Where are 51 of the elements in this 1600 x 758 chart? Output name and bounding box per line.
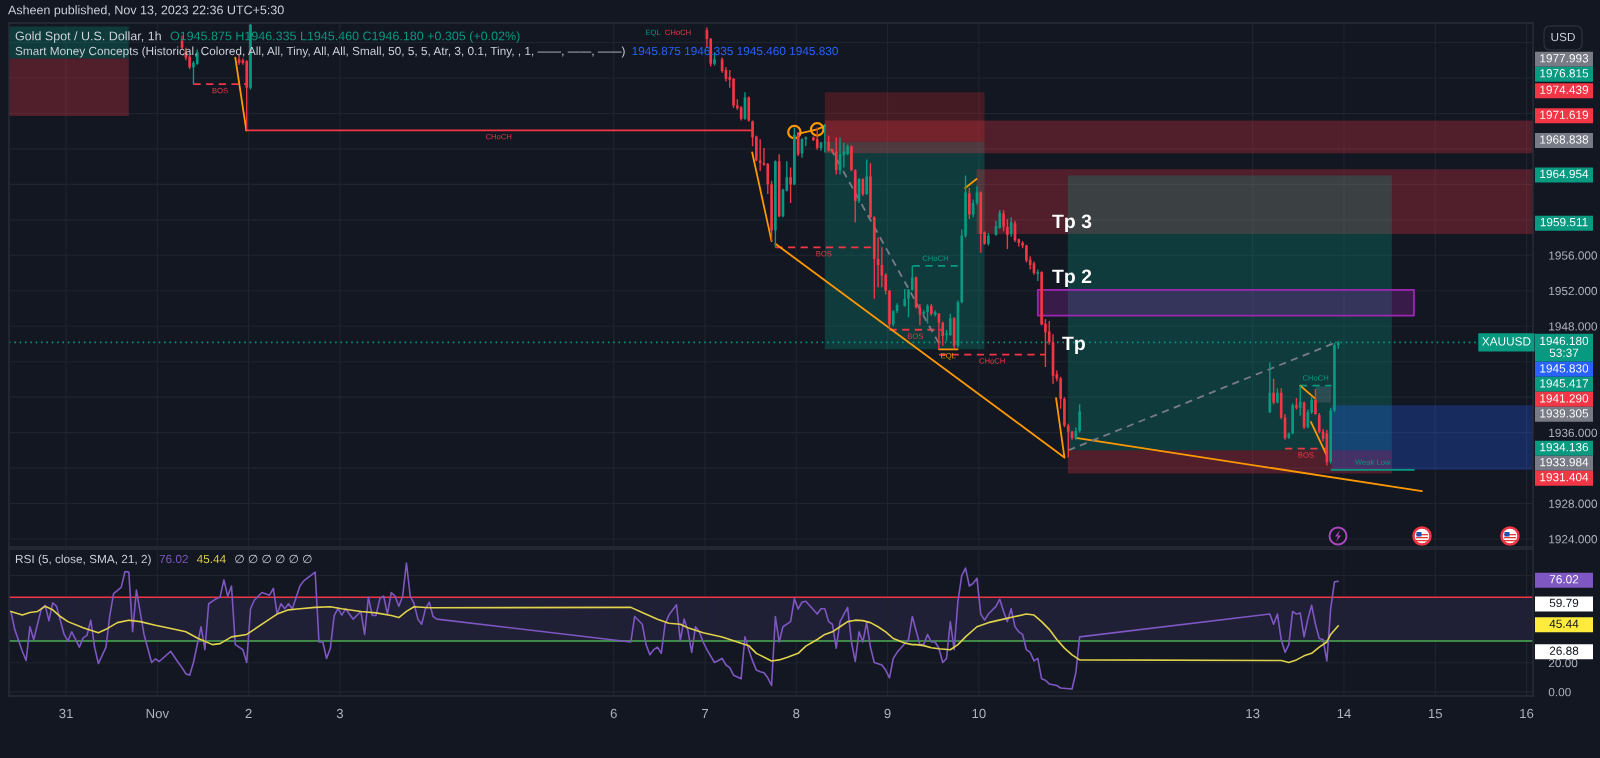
x-tick-label: 7 [702,708,709,719]
text: 26.88 [1549,646,1579,655]
x-tick-label: 6 [610,708,617,719]
x-tick-label: 14 [1337,708,1351,719]
chart-title: RSI (5, close, SMA, 21, 2) [15,554,151,566]
text: 1945.830 [1540,364,1589,373]
y-tick-label: 1928.000 [1549,499,1598,508]
text: 1945.417 [1540,379,1589,388]
text: 1968.838 [1540,135,1589,144]
annotation: ∅ ∅ ∅ ∅ ∅ ∅ [235,554,312,564]
x-tick-label: 13 [1246,708,1260,719]
text: 45.44 [1549,619,1579,628]
text: 1959.511 [1540,217,1588,227]
y-tick-label: 1948.000 [1549,322,1598,331]
text: 1976.815 [1540,69,1589,78]
y-tick-label: 1924.000 [1549,535,1598,544]
text: 1974.439 [1540,85,1589,94]
annotation: 76.02 [159,554,188,564]
annotation: 45.44 [196,554,226,564]
annotation: Tp 3 [1052,214,1092,233]
text: 76.02 [1549,575,1579,584]
text: 1931.404 [1540,472,1589,482]
text: 59.79 [1549,598,1579,608]
text: 1971.619 [1540,110,1589,119]
y-tick-label: 0.00 [1548,687,1571,697]
y-tick-label: 1956.000 [1549,251,1598,260]
y-tick-label: 1936.000 [1549,428,1598,438]
x-tick-label: 2 [245,708,252,719]
x-tick-label: 10 [972,708,986,719]
x-tick-label: 15 [1428,708,1443,719]
x-tick-label: 3 [336,708,343,719]
annotation: Tp 2 [1052,269,1092,288]
text: Asheen published, Nov 13, 2023 22:36 UTC+5:30 [8,5,284,17]
y-tick-label: 1952.000 [1549,286,1598,296]
x-tick-label: 8 [793,708,800,719]
text: 1946.180 53:37 [1540,336,1589,357]
annotation: Tp [1062,336,1085,355]
ref-line-label: XAUUSD [1482,337,1531,346]
x-tick-label: Nov [146,708,170,719]
text: 1933.984 [1540,457,1589,467]
text: 1939.305 [1540,409,1589,418]
text: 1934.136 [1540,442,1589,452]
text: Gold Spot / U.S. Dollar, 1h [15,31,161,43]
text: 1964.954 [1540,169,1589,179]
y-tick-label: 20.00 [1548,658,1578,668]
text: USD [1551,32,1575,42]
text: 1941.290 [1540,394,1589,403]
x-tick-label: 31 [59,708,73,719]
x-tick-label: 16 [1520,708,1534,719]
text: 1977.993 [1540,54,1589,63]
x-tick-label: 9 [884,708,891,719]
